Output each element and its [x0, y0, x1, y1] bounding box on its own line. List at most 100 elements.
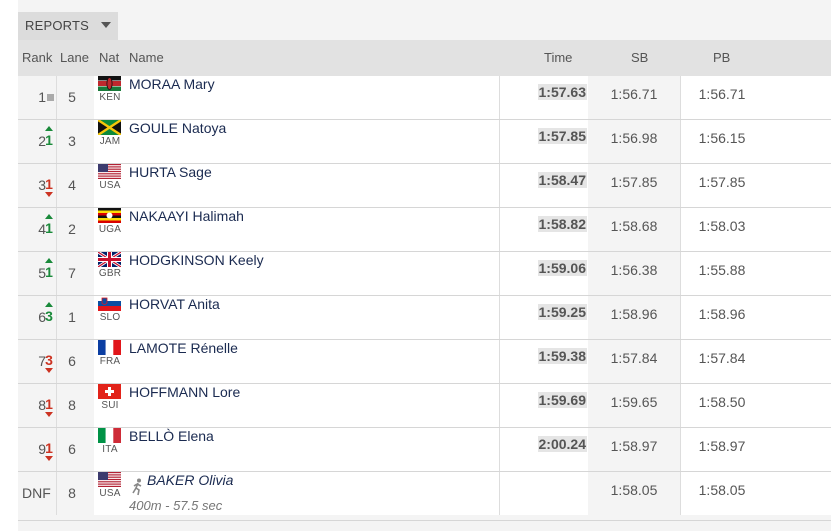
rank: 7	[38, 353, 46, 369]
season-best: 1:56.98	[610, 130, 658, 146]
time-value: 1:58.47	[537, 172, 587, 188]
rank-change-up: 1	[42, 252, 56, 295]
athlete-name[interactable]: LAMOTE Rénelle	[129, 340, 238, 356]
flag-icon: GBR	[98, 252, 122, 295]
table-row[interactable]: 1 5 KEN MORAA Mary 1:57.63 1:56.71 1:56.…	[18, 76, 831, 120]
arrow-up-icon	[45, 214, 53, 219]
time-value: 1:59.06	[537, 260, 587, 276]
arrow-up-icon	[45, 126, 53, 131]
lane: 4	[68, 177, 76, 193]
time: 2:00.24	[499, 428, 587, 471]
rank: DNF	[22, 485, 51, 501]
nat-code: KEN	[99, 92, 121, 103]
personal-best: 1:57.84	[698, 350, 746, 366]
flag-icon: KEN	[98, 76, 122, 119]
arrow-down-icon	[45, 368, 53, 373]
time: 1:59.69	[499, 384, 587, 427]
athlete-name[interactable]: HOFFMANN Lore	[129, 384, 241, 400]
time: 1:57.85	[499, 120, 587, 163]
col-sb[interactable]: SB	[631, 50, 649, 65]
personal-best: 1:58.97	[698, 438, 746, 454]
col-time[interactable]: Time	[544, 50, 573, 65]
lane: 8	[68, 485, 76, 501]
time-value: 2:00.24	[537, 436, 587, 452]
table-row[interactable]: 6 3 1 SLO HORVAT Anita 1:59.25 1:58.96 1…	[18, 296, 831, 340]
athlete-name[interactable]: MORAA Mary	[129, 76, 215, 92]
table-row[interactable]: 8 1 8 SUI HOFFMANN Lore 1:59.69 1:59.65 …	[18, 384, 831, 428]
season-best: 1:58.97	[610, 438, 658, 454]
season-best: 1:57.84	[610, 350, 658, 366]
lane: 3	[68, 133, 76, 149]
nat-code: SLO	[99, 312, 121, 323]
rank: 1	[38, 89, 46, 105]
time-value: 1:59.25	[537, 304, 587, 320]
season-best: 1:56.38	[610, 262, 658, 278]
athlete-name[interactable]: BAKER Olivia	[147, 472, 234, 488]
time: 1:59.38	[499, 340, 587, 383]
time-value: 1:57.85	[537, 128, 587, 144]
athlete-name[interactable]: NAKAAYI Halimah	[129, 208, 244, 224]
col-rank[interactable]: Rank	[22, 50, 53, 65]
table-row[interactable]: 2 1 3 JAM GOULE Natoya 1:57.85 1:56.98 1…	[18, 120, 831, 164]
rank: 8	[38, 397, 46, 413]
athlete-name[interactable]: BELLÒ Elena	[129, 428, 214, 444]
reports-dropdown[interactable]: REPORTS	[18, 12, 118, 40]
season-best: 1:58.68	[610, 218, 658, 234]
table-header: Rank Lane Nat Name Time SB PB	[18, 40, 831, 76]
col-pb[interactable]: PB	[713, 50, 731, 65]
col-name[interactable]: Name	[129, 50, 164, 65]
table-row[interactable]: 4 1 2 UGA NAKAAYI Halimah 1:58.82 1:58.6…	[18, 208, 831, 252]
time-value: 1:57.63	[537, 84, 587, 100]
col-nat[interactable]: Nat	[99, 50, 120, 65]
personal-best: 1:56.15	[698, 130, 746, 146]
personal-best: 1:58.05	[698, 482, 746, 498]
season-best: 1:59.65	[610, 394, 658, 410]
rank-change-down: 1	[42, 428, 56, 471]
lane: 7	[68, 265, 76, 281]
lane: 8	[68, 397, 76, 413]
nat-code: UGA	[98, 224, 122, 235]
flag-icon: FRA	[98, 340, 122, 383]
season-best: 1:57.85	[610, 174, 658, 190]
rank-change-value: 1	[45, 264, 53, 280]
col-lane[interactable]: Lane	[60, 50, 89, 65]
table-row[interactable]: 9 1 6 ITA BELLÒ Elena 2:00.24 1:58.97 1:…	[18, 428, 831, 472]
runner-icon	[132, 478, 142, 496]
time: 1:59.06	[499, 252, 587, 295]
lane: 5	[68, 89, 76, 105]
rank-change-value: 1	[45, 396, 53, 412]
flag-icon: SLO	[98, 296, 122, 339]
table-row[interactable]: 5 1 7 GBR HODGKINSON Keely 1:59.06 1:56.…	[18, 252, 831, 296]
nat-code: SUI	[101, 400, 119, 411]
flag-icon: JAM	[98, 120, 122, 163]
rank-change-down: 1	[42, 384, 56, 427]
athlete-name[interactable]: GOULE Natoya	[129, 120, 227, 136]
nat-code: JAM	[99, 136, 121, 147]
athlete-name[interactable]: HODGKINSON Keely	[129, 252, 264, 268]
rank: 5	[38, 265, 46, 281]
table-row[interactable]: DNF 8 USA BAKER Olivia 400m - 57.5 sec 1…	[18, 472, 831, 521]
flag-icon: SUI	[98, 384, 122, 427]
athlete-name[interactable]: HORVAT Anita	[129, 296, 220, 312]
rank-change-up: 3	[42, 296, 56, 339]
table-row[interactable]: 7 3 6 FRA LAMOTE Rénelle 1:59.38 1:57.84…	[18, 340, 831, 384]
reports-label: REPORTS	[25, 18, 90, 33]
arrow-down-icon	[45, 192, 53, 197]
rank-change-value: 1	[45, 176, 53, 192]
nat-code: USA	[99, 488, 121, 499]
personal-best: 1:56.71	[698, 86, 746, 102]
athlete-name[interactable]: HURTA Sage	[129, 164, 212, 180]
table-row[interactable]: 3 1 4 USA HURTA Sage 1:58.47 1:57.85 1:5…	[18, 164, 831, 208]
lane: 6	[68, 441, 76, 457]
time-value: 1:59.38	[537, 348, 587, 364]
flag-icon: USA	[98, 472, 122, 515]
rank-change-value: 1	[45, 220, 53, 236]
time-value: 1:58.82	[537, 216, 587, 232]
season-best: 1:58.96	[610, 306, 658, 322]
nat-code: USA	[99, 180, 121, 191]
rank: 3	[38, 177, 46, 193]
rank-change-down: 1	[42, 164, 56, 207]
lane: 1	[68, 309, 76, 325]
caret-down-icon	[101, 22, 112, 28]
